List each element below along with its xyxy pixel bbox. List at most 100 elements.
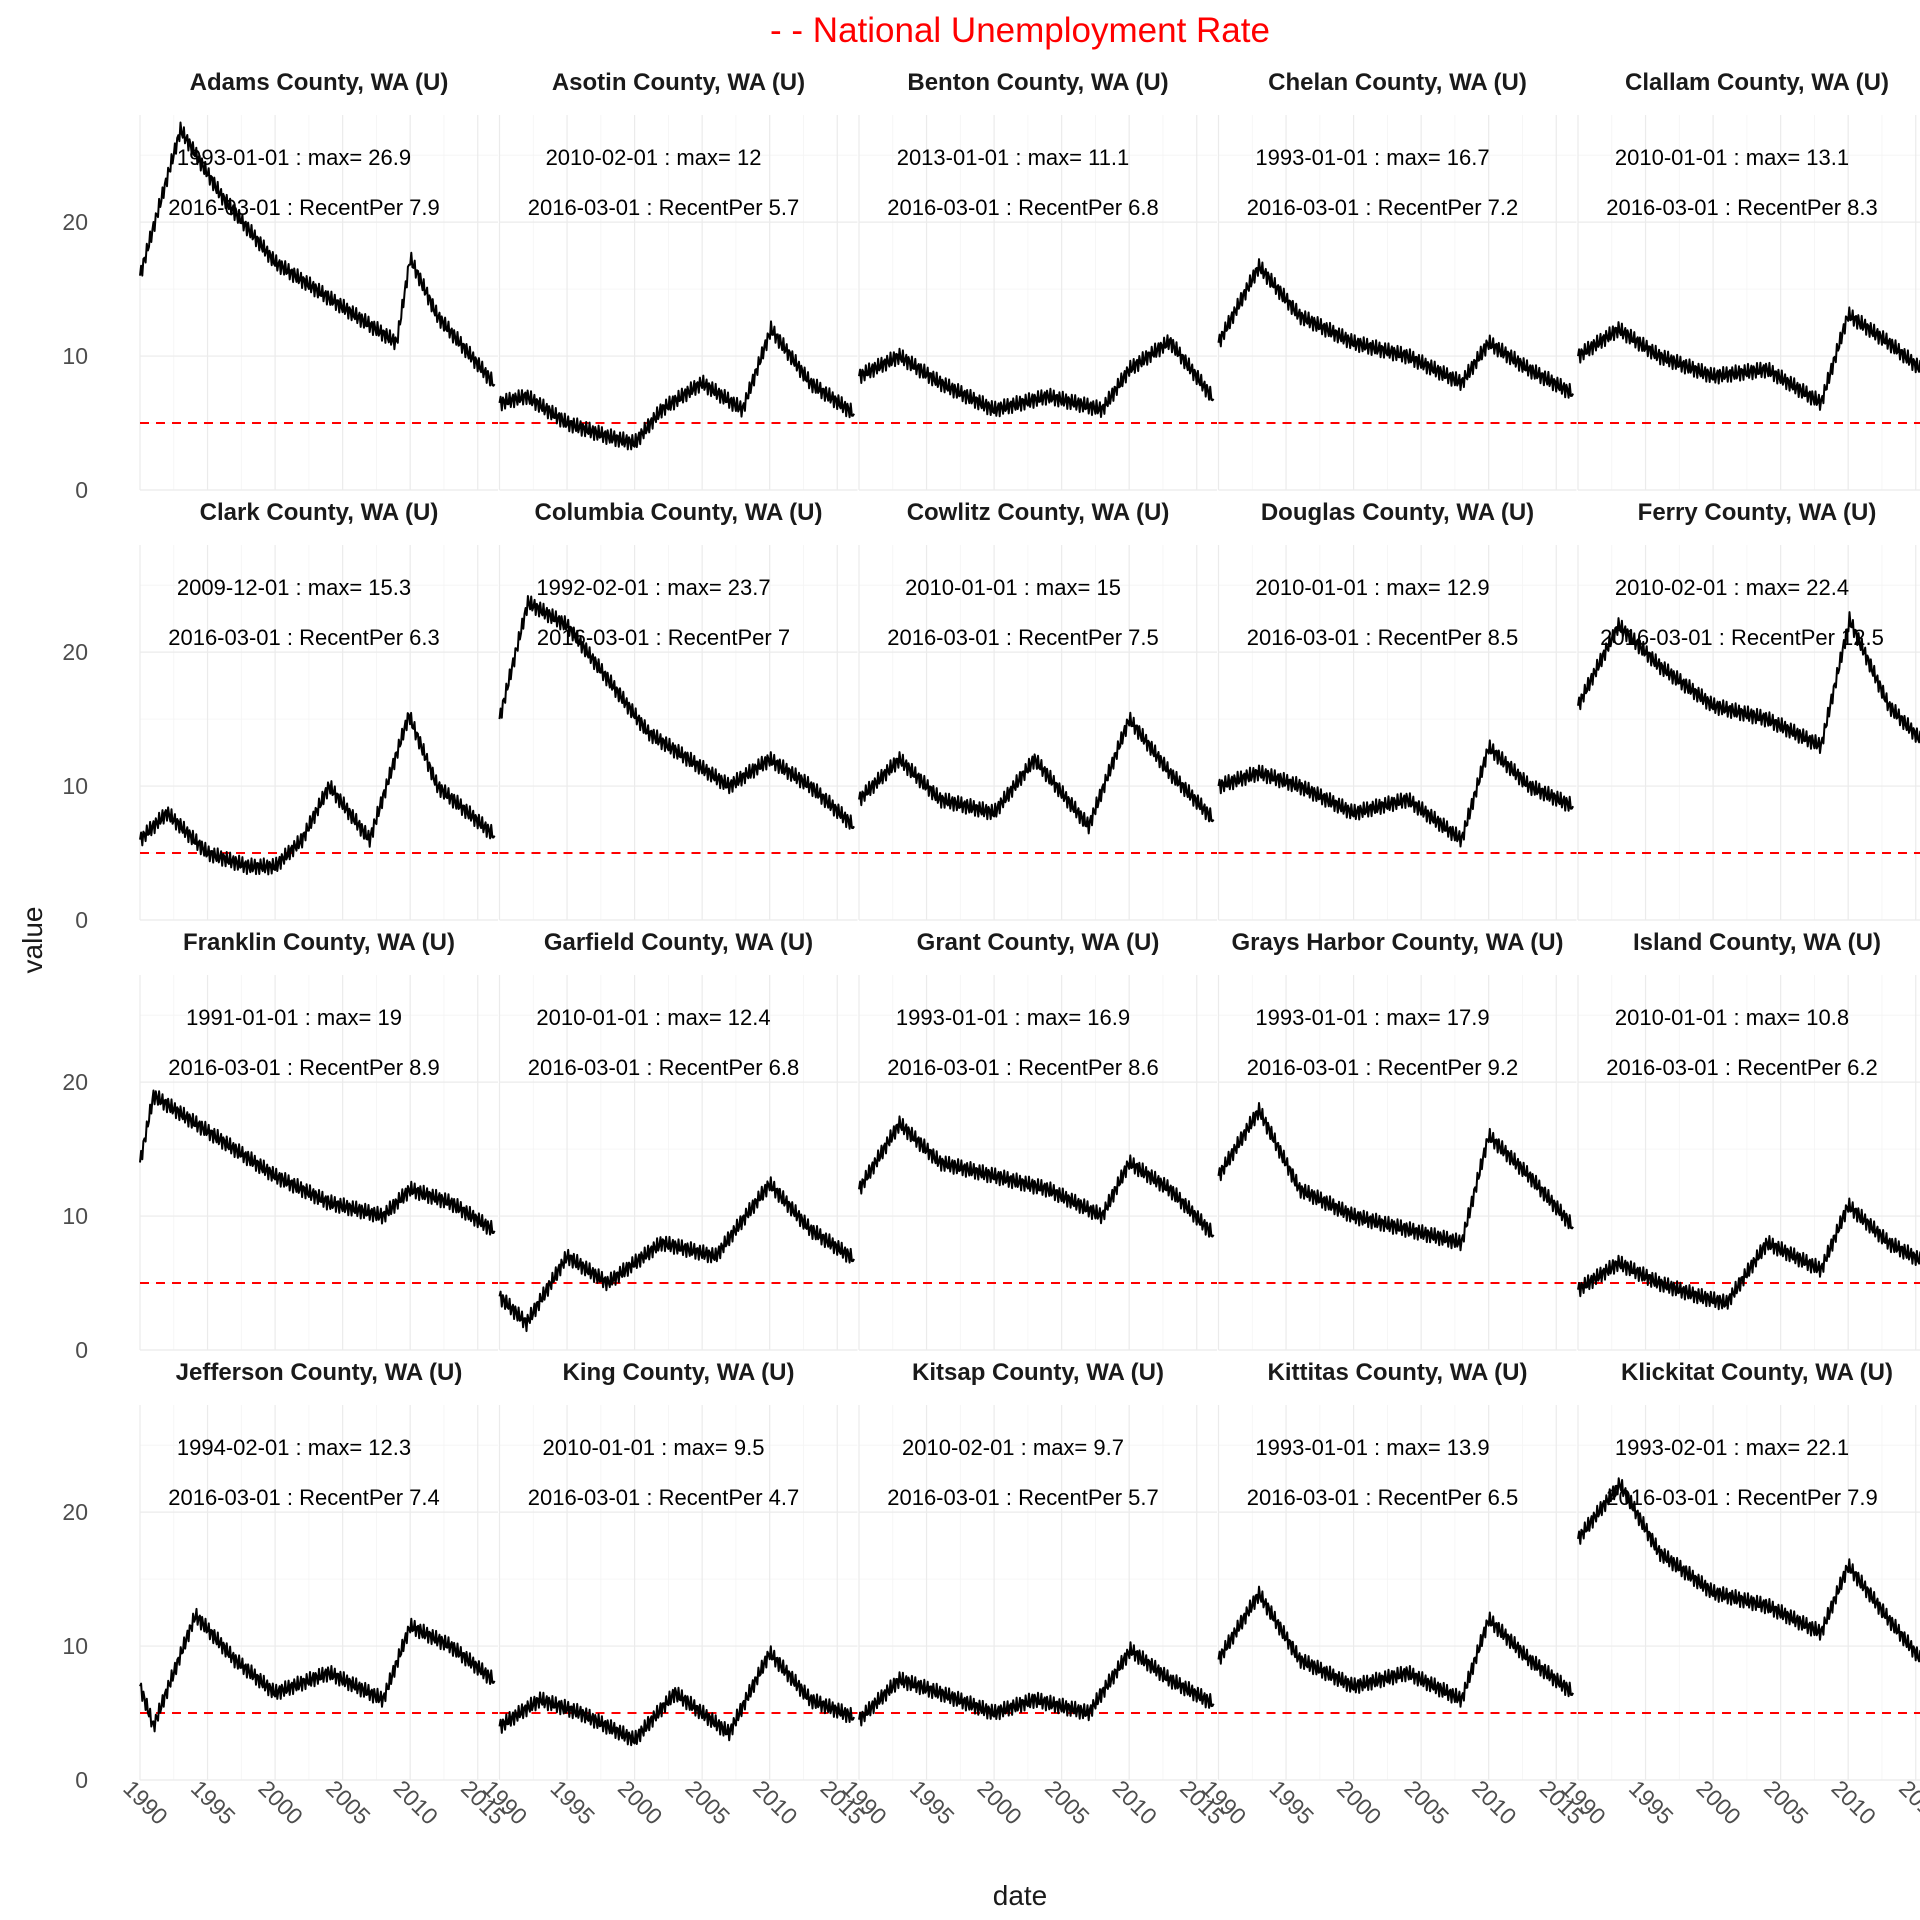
x-tick-label: 2005 [1040,1775,1095,1830]
recent-annotation: 2016-03-01 : RecentPer 7 [537,625,790,650]
max-annotation: 1991-01-01 : max= 19 [186,1005,402,1030]
unemployment-series-line [1577,611,1920,754]
y-tick-label: 10 [62,1633,88,1659]
unemployment-series-line [498,320,855,451]
panel-title: Adams County, WA (U) [190,69,449,96]
max-annotation: 2010-01-01 : max= 10.8 [1615,1005,1849,1030]
max-annotation: 2010-01-01 : max= 15 [905,575,1121,600]
facet-panel: Asotin County, WA (U) 2010-02-01 : max= 1… [498,69,858,491]
facet-panel: Garfield County, WA (U) 2010-01-01 : max=… [498,929,858,1351]
facet-panel: Columbia County, WA (U) 1992-02-01 : max=… [498,499,858,921]
x-tick-label: 2010 [389,1775,444,1830]
max-annotation: 1993-01-01 : max= 26.9 [177,145,411,170]
recent-annotation: 2016-03-01 : RecentPer 8.5 [1247,625,1519,650]
recent-annotation: 2016-03-01 : RecentPer 6.8 [887,195,1159,220]
chart-title: - - National Unemployment Rate [770,11,1270,50]
panel-title: Clallam County, WA (U) [1625,69,1889,96]
panel-title: Chelan County, WA (U) [1268,69,1527,96]
unemployment-series-line [1577,306,1920,411]
panel-title: Benton County, WA (U) [907,69,1168,96]
unemployment-series-line [498,1176,855,1333]
unemployment-series-line [1577,1197,1920,1311]
x-tick-label: 2005 [1759,1775,1814,1830]
recent-annotation: 2016-03-01 : RecentPer 6.3 [168,625,440,650]
facet-panel: King County, WA (U) 2010-01-01 : max= 9.5… [478,1359,870,1830]
x-tick-label: 2000 [253,1775,308,1830]
unemployment-series-line [139,1607,496,1733]
panel-title: Island County, WA (U) [1633,929,1881,956]
panel-title: King County, WA (U) [563,1359,795,1386]
y-tick-label: 20 [62,1499,88,1525]
panel-title: Ferry County, WA (U) [1638,499,1877,526]
unemployment-series-line [1217,739,1575,848]
facet-panel: Clallam County, WA (U) 2010-01-01 : max= … [1577,69,1920,491]
unemployment-series-line [139,1089,496,1236]
panel-title: Clark County, WA (U) [200,499,439,526]
max-annotation: 1994-02-01 : max= 12.3 [177,1435,411,1460]
x-tick-label: 2000 [1332,1775,1387,1830]
y-tick-label: 20 [62,209,88,235]
max-annotation: 2010-01-01 : max= 9.5 [543,1435,765,1460]
y-tick-label: 10 [62,343,88,369]
x-tick-label: 2005 [1400,1775,1455,1830]
max-annotation: 1992-02-01 : max= 23.7 [536,575,770,600]
x-tick-label: 2010 [1108,1775,1163,1830]
recent-annotation: 2016-03-01 : RecentPer 12.5 [1600,625,1884,650]
facet-panel: Grant County, WA (U) 1993-01-01 : max= 16… [858,929,1217,1351]
recent-annotation: 2016-03-01 : RecentPer 8.9 [168,1055,440,1080]
max-annotation: 2010-01-01 : max= 12.9 [1255,575,1489,600]
x-tick-label: 2010 [748,1775,803,1830]
recent-annotation: 2016-03-01 : RecentPer 4.7 [528,1485,800,1510]
x-tick-label: 2000 [1691,1775,1746,1830]
unemployment-series-line [1577,1477,1920,1663]
max-annotation: 1993-01-01 : max= 16.9 [896,1005,1130,1030]
y-tick-label: 0 [75,477,88,503]
x-tick-label: 2005 [681,1775,736,1830]
x-tick-label: 1995 [186,1775,241,1830]
facet-panel: Douglas County, WA (U) 2010-01-01 : max= … [1217,499,1577,921]
panel-title: Grant County, WA (U) [917,929,1160,956]
max-annotation: 2013-01-01 : max= 11.1 [897,145,1130,170]
unemployment-series-line [1217,258,1574,399]
unemployment-series-line [1217,1102,1574,1252]
max-annotation: 2010-02-01 : max= 9.7 [902,1435,1124,1460]
x-tick-label: 1990 [118,1775,173,1830]
x-tick-label: 2015 [1894,1775,1920,1830]
panel-title: Columbia County, WA (U) [535,499,823,526]
recent-annotation: 2016-03-01 : RecentPer 5.7 [887,1485,1159,1510]
panel-title: Cowlitz County, WA (U) [907,499,1170,526]
max-annotation: 2010-01-01 : max= 13.1 [1615,145,1849,170]
max-annotation: 1993-01-01 : max= 13.9 [1255,1435,1489,1460]
facet-panel: Klickitat County, WA (U) 1993-02-01 : max… [1556,1359,1920,1830]
y-tick-label: 20 [62,1069,88,1095]
facet-panel: Franklin County, WA (U) 1991-01-01 : max=… [62,929,498,1363]
panel-title: Jefferson County, WA (U) [176,1359,463,1386]
facet-panel: Adams County, WA (U) 1993-01-01 : max= 26… [62,69,498,503]
panel-title: Grays Harbor County, WA (U) [1231,929,1563,956]
x-axis-label: date [993,1880,1048,1911]
recent-annotation: 2016-03-01 : RecentPer 8.6 [887,1055,1159,1080]
recent-annotation: 2016-03-01 : RecentPer 8.3 [1606,195,1878,220]
panel-title: Asotin County, WA (U) [552,69,805,96]
facet-panel: Clark County, WA (U) 2009-12-01 : max= 15… [62,499,498,933]
unemployment-series-line [858,1641,1215,1727]
unemployment-series-line [498,1645,856,1747]
x-tick-label: 2010 [1467,1775,1522,1830]
facet-panels: Adams County, WA (U) 1993-01-01 : max= 26… [62,69,1920,1830]
max-annotation: 2010-02-01 : max= 12 [546,145,762,170]
panel-title: Klickitat County, WA (U) [1621,1359,1893,1386]
unemployment-series-line [1217,1585,1574,1708]
recent-annotation: 2016-03-01 : RecentPer 7.4 [168,1485,440,1510]
recent-annotation: 2016-03-01 : RecentPer 7.5 [887,625,1159,650]
x-tick-label: 1995 [1624,1775,1679,1830]
max-annotation: 2010-01-01 : max= 12.4 [536,1005,770,1030]
y-tick-label: 20 [62,639,88,665]
recent-annotation: 2016-03-01 : RecentPer 7.2 [1247,195,1519,220]
facet-panel: Grays Harbor County, WA (U) 1993-01-01 : … [1217,929,1577,1351]
recent-annotation: 2016-03-01 : RecentPer 7.9 [168,195,440,220]
facet-panel: Jefferson County, WA (U) 1994-02-01 : max… [62,1359,510,1830]
y-tick-label: 10 [62,773,88,799]
panel-title: Douglas County, WA (U) [1261,499,1534,526]
panel-title: Kitsap County, WA (U) [912,1359,1164,1386]
